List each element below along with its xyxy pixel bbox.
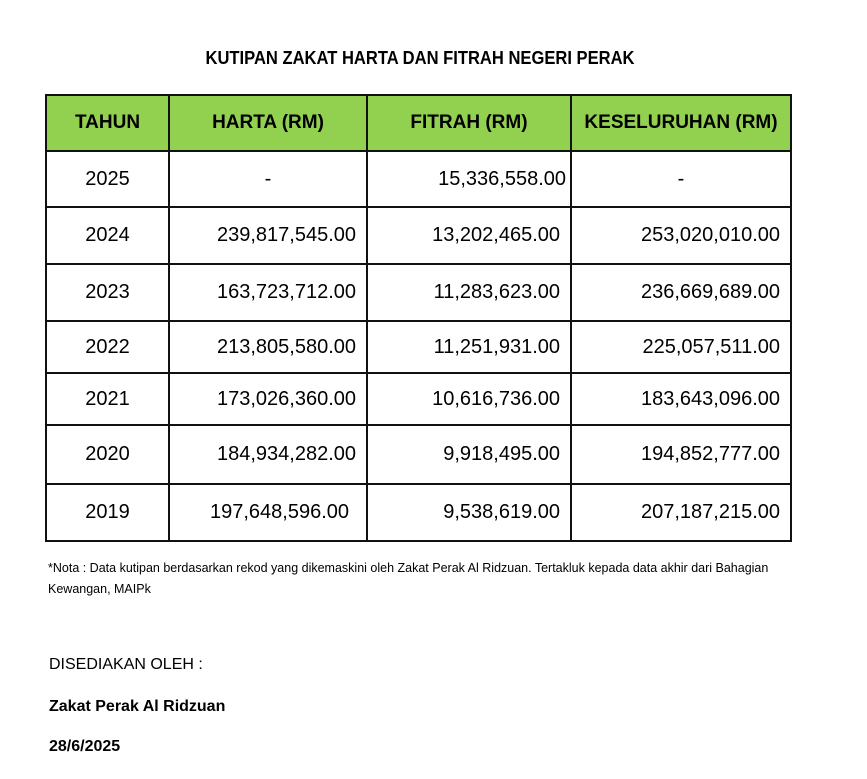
cell-keseluruhan: - [570, 150, 792, 208]
table-row: 2023 163,723,712.00 11,283,623.00 236,669,6… [45, 263, 792, 322]
cell-year: 2024 [45, 206, 170, 265]
cell-year: 2023 [45, 263, 170, 322]
header-fitrah: FITRAH (RM) [366, 94, 572, 152]
header-keseluruhan: KESELURUHAN (RM) [570, 94, 792, 152]
cell-fitrah: 9,918,495.00 [366, 424, 572, 485]
cell-harta: 213,805,580.00 [168, 320, 368, 374]
cell-harta: 163,723,712.00 [168, 263, 368, 322]
cell-fitrah: 11,283,623.00 [366, 263, 572, 322]
table-row: 2020 184,934,282.00 9,918,495.00 194,852,77… [45, 424, 792, 485]
zakat-table: TAHUN HARTA (RM) FITRAH (RM) KESELURUHAN… [45, 94, 792, 542]
table-row: 2019 197,648,596.00 9,538,619.00 207,187,21… [45, 483, 792, 542]
cell-harta: - [168, 150, 368, 208]
cell-keseluruhan: 253,020,010.00 [570, 206, 792, 265]
cell-year: 2022 [45, 320, 170, 374]
organization-name: Zakat Perak Al Ridzuan [49, 698, 226, 715]
table-row: 2022 213,805,580.00 11,251,931.00 225,057,5… [45, 320, 792, 374]
prepared-by-label: DISEDIAKAN OLEH : [49, 656, 203, 673]
date: 28/6/2025 [49, 738, 121, 755]
header-harta: HARTA (RM) [168, 94, 368, 152]
cell-harta: 184,934,282.00 [168, 424, 368, 485]
cell-keseluruhan: 183,643,096.00 [570, 372, 792, 426]
cell-fitrah: 15,336,558.00 [366, 150, 572, 208]
cell-keseluruhan: 225,057,511.00 [570, 320, 792, 374]
cell-keseluruhan: 236,669,689.00 [570, 263, 792, 322]
cell-fitrah: 13,202,465.00 [366, 206, 572, 265]
cell-fitrah: 9,538,619.00 [366, 483, 572, 542]
table-row: 2025-15,336,558.00- [45, 150, 792, 208]
table-row: 2024 239,817,545.00 13,202,465.00 253,020,0… [45, 206, 792, 265]
footnote: *Nota : Data kutipan berdasarkan rekod y… [48, 561, 769, 596]
cell-harta: 239,817,545.00 [168, 206, 368, 265]
cell-year: 2021 [45, 372, 170, 426]
cell-year: 2019 [45, 483, 170, 542]
table-row: 2021 173,026,360.00 10,616,736.00 183,643,0… [45, 372, 792, 426]
cell-year: 2025 [45, 150, 170, 208]
cell-harta: 173,026,360.00 [168, 372, 368, 426]
header-tahun: TAHUN [45, 94, 170, 152]
cell-fitrah: 10,616,736.00 [366, 372, 572, 426]
cell-year: 2020 [45, 424, 170, 485]
cell-keseluruhan: 194,852,777.00 [570, 424, 792, 485]
cell-keseluruhan: 207,187,215.00 [570, 483, 792, 542]
table-header-row: TAHUN HARTA (RM) FITRAH (RM) KESELURUHAN… [45, 94, 792, 152]
cell-fitrah: 11,251,931.00 [366, 320, 572, 374]
page-title: KUTIPAN ZAKAT HARTA DAN FITRAH NEGERI PE… [205, 48, 635, 68]
cell-harta: 197,648,596.00 [168, 483, 368, 542]
